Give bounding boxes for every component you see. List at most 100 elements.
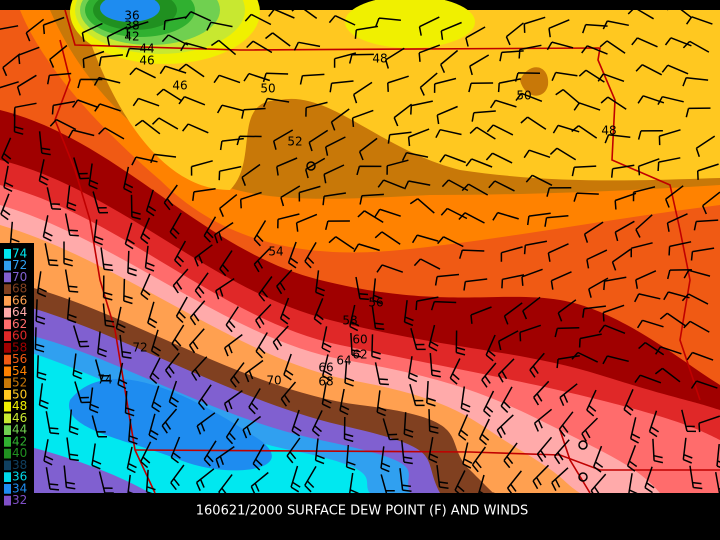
wind-barb — [399, 468, 412, 493]
wind-barb — [350, 332, 362, 358]
wind-barb — [458, 414, 469, 441]
wind-barb — [38, 159, 49, 186]
contour-label: 64 — [336, 354, 351, 368]
legend-swatch — [4, 437, 11, 447]
wind-barb — [345, 444, 356, 471]
wind-barb — [169, 212, 182, 240]
wind-barb — [34, 327, 45, 353]
wind-barb — [488, 180, 515, 192]
wind-barb — [140, 273, 151, 301]
wind-barb — [128, 418, 138, 445]
wind-barb — [496, 414, 514, 439]
wind-barb — [661, 64, 689, 75]
wind-barb — [192, 188, 216, 201]
legend-label: 56 — [12, 352, 27, 366]
contour-label: 36 — [124, 9, 139, 23]
contour-label: 66 — [318, 361, 333, 375]
wind-barb — [634, 374, 662, 384]
wind-barb — [437, 236, 464, 248]
legend-swatch — [4, 401, 11, 412]
wind-barb — [522, 296, 541, 320]
contour-label: 56 — [368, 296, 383, 310]
wind-barb — [702, 191, 720, 215]
wind-barb — [500, 386, 513, 413]
wind-barb — [36, 271, 47, 298]
wind-barb — [549, 147, 577, 161]
wind-barb — [685, 16, 713, 25]
wind-barb — [174, 240, 187, 268]
wind-barb — [418, 44, 441, 62]
wind-barb — [644, 466, 655, 494]
wind-barb — [97, 331, 108, 358]
wind-barb — [372, 278, 383, 305]
wind-barb — [428, 436, 439, 464]
wind-barb — [429, 353, 441, 378]
wind-barb — [428, 409, 439, 434]
wind-barb — [489, 99, 517, 109]
wind-barb — [82, 50, 105, 68]
legend-swatch — [4, 307, 11, 318]
wind-barb — [156, 88, 183, 102]
wind-barb — [66, 437, 79, 462]
wind-barb — [578, 333, 602, 348]
wind-barb — [218, 474, 233, 500]
wind-barb — [172, 268, 189, 294]
wind-barb — [603, 276, 627, 291]
wind-barb — [219, 137, 244, 151]
wind-barb — [426, 381, 436, 407]
wind-barb — [544, 215, 569, 227]
legend: 3234363840424446485052545658606264666870… — [4, 246, 27, 507]
wind-barb — [304, 157, 326, 179]
city — [578, 472, 588, 482]
wind-barb — [599, 40, 626, 54]
wind-barb — [13, 102, 37, 117]
legend-swatch — [4, 354, 11, 365]
wind-barb — [348, 53, 374, 64]
wind-barb — [458, 212, 485, 224]
wind-barb — [683, 320, 710, 333]
wind-barb — [411, 234, 439, 244]
wind-barb — [298, 185, 321, 202]
wind-barb — [380, 446, 391, 473]
wind-barb — [16, 74, 37, 96]
wind-barb — [311, 410, 323, 437]
wind-barb — [93, 219, 104, 246]
contour-label: 72 — [132, 341, 147, 355]
state-border — [64, 9, 701, 401]
wind-barb — [371, 306, 385, 331]
wind-barb — [682, 76, 709, 87]
wind-barb — [503, 442, 518, 469]
wind-barb — [63, 241, 73, 267]
wind-barb — [126, 21, 149, 38]
contour-label: 74 — [97, 373, 112, 387]
wind-barb — [462, 442, 473, 469]
wind-barb — [666, 269, 692, 280]
wind-barb — [403, 412, 414, 438]
wind-barb — [376, 390, 387, 417]
wind-barb — [265, 32, 291, 47]
wind-barb — [374, 231, 401, 245]
wind-barb — [602, 20, 629, 30]
legend-swatch — [4, 460, 11, 471]
wind-barb — [178, 96, 206, 106]
wind-barb — [358, 137, 378, 161]
band — [520, 67, 549, 96]
wind-barb — [626, 445, 638, 472]
wind-barb — [94, 359, 111, 382]
wind-barb — [88, 387, 99, 414]
legend-label: 48 — [12, 399, 27, 413]
wind-barb — [225, 418, 240, 445]
wind-barb — [295, 213, 318, 232]
wind-barb — [468, 82, 494, 93]
wind-barb — [194, 272, 209, 299]
wind-barb — [666, 213, 688, 232]
legend-label: 66 — [12, 293, 27, 307]
contour-label: 48 — [372, 52, 387, 66]
wind-barb — [64, 269, 79, 293]
legend-label: 50 — [12, 387, 27, 401]
wind-barb — [497, 330, 519, 351]
contour-label: 42 — [124, 30, 139, 44]
wind-barb — [657, 157, 681, 172]
wind-barb — [145, 469, 156, 496]
wind-barb — [479, 418, 490, 446]
